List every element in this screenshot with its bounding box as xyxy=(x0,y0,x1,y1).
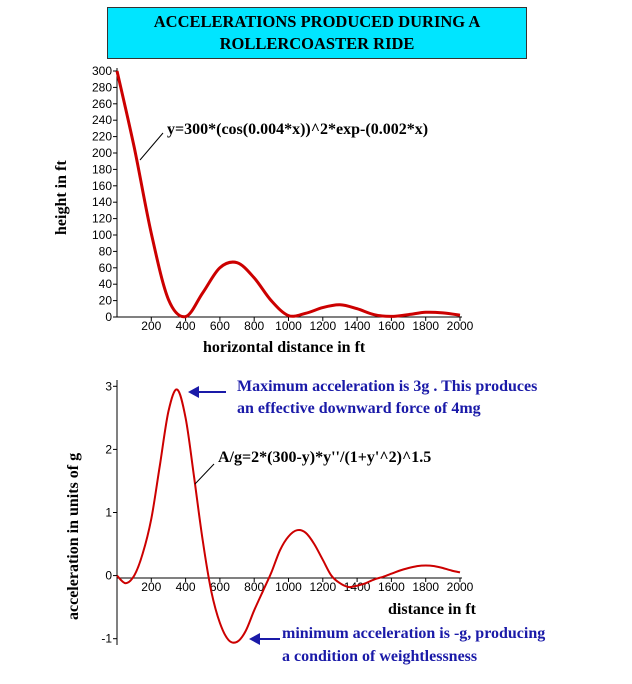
top-y-tick-label: 280 xyxy=(92,80,112,94)
bottom-x-tick-label: 200 xyxy=(141,580,161,594)
height-curve xyxy=(115,70,461,319)
top-x-tick-label: 600 xyxy=(210,319,230,333)
top-y-axis-label: height in ft xyxy=(53,160,70,235)
top-y-tick-label: 180 xyxy=(92,162,112,176)
top-y-tick-label: 160 xyxy=(92,179,112,193)
bottom-x-tick-label: 1600 xyxy=(378,580,405,594)
top-y-tick-label: 0 xyxy=(105,310,112,324)
top-x-tick-label: 1400 xyxy=(344,319,371,333)
chart-title: ACCELERATIONS PRODUCED DURING A ROLLERCO… xyxy=(107,7,527,59)
top-y-tick-label: 80 xyxy=(99,244,113,258)
top-x-tick-label: 1600 xyxy=(378,319,405,333)
top-equation: y=300*(cos(0.004*x))^2*exp-(0.002*x) xyxy=(167,121,428,138)
bottom-x-tick-label: 800 xyxy=(244,580,264,594)
max-annotation-line-1: Maximum acceleration is 3g . This produc… xyxy=(237,378,537,395)
max-arrow xyxy=(188,386,226,398)
min-annotation-line-2: a condition of weightlessness xyxy=(282,648,477,665)
bottom-y-tick-label: 0 xyxy=(105,569,112,583)
top-y-tick-label: 260 xyxy=(92,97,112,111)
bottom-x-tick-label: 400 xyxy=(176,580,196,594)
top-y-tick-label: 60 xyxy=(99,261,113,275)
top-x-tick-label: 1000 xyxy=(275,319,302,333)
top-y-tick-label: 300 xyxy=(92,64,112,78)
bottom-y-tick-label: 2 xyxy=(105,442,112,456)
title-line-2: ROLLERCOASTER RIDE xyxy=(219,34,415,53)
top-equation-pointer xyxy=(139,132,164,161)
bottom-y-axis-label: acceleration in units of g xyxy=(65,453,82,620)
top-y-tick-label: 240 xyxy=(92,113,112,127)
top-y-tick-label: 20 xyxy=(99,294,113,308)
bottom-y-tick-label: 1 xyxy=(105,506,112,520)
top-x-axis-label: horizontal distance in ft xyxy=(203,339,366,356)
bottom-x-tick-label: 1200 xyxy=(309,580,336,594)
bottom-x-tick-label: 600 xyxy=(210,580,230,594)
bottom-y-tick-label: -1 xyxy=(101,632,112,646)
bottom-x-tick-label: 1000 xyxy=(275,580,302,594)
top-y-tick-label: 100 xyxy=(92,228,112,242)
top-x-tick-label: 800 xyxy=(244,319,264,333)
top-x-tick-label: 400 xyxy=(176,319,196,333)
bottom-y-tick-label: 3 xyxy=(105,379,112,393)
top-y-tick-label: 40 xyxy=(99,277,113,291)
bottom-x-tick-label: 1800 xyxy=(412,580,439,594)
bottom-equation: A/g=2*(300-y)*y''/(1+y'^2)^1.5 xyxy=(218,449,431,466)
bottom-x-tick-label: 2000 xyxy=(447,580,474,594)
min-annotation-line-1: minimum acceleration is -g, producing xyxy=(282,625,545,642)
bottom-x-axis-label: distance in ft xyxy=(388,601,477,618)
top-x-tick-label: 1200 xyxy=(309,319,336,333)
top-x-tick-label: 200 xyxy=(141,319,161,333)
acceleration-curve xyxy=(116,388,461,644)
bottom-equation-pointer xyxy=(194,463,215,485)
top-y-tick-label: 220 xyxy=(92,130,112,144)
max-annotation-line-2: an effective downward force of 4mg xyxy=(237,400,481,417)
min-arrow xyxy=(249,633,280,645)
top-x-tick-label: 1800 xyxy=(412,319,439,333)
top-y-tick-label: 200 xyxy=(92,146,112,160)
title-line-1: ACCELERATIONS PRODUCED DURING A xyxy=(153,12,481,31)
top-y-tick-label: 120 xyxy=(92,212,112,226)
top-y-tick-label: 140 xyxy=(92,195,112,209)
top-x-tick-label: 2000 xyxy=(447,319,474,333)
